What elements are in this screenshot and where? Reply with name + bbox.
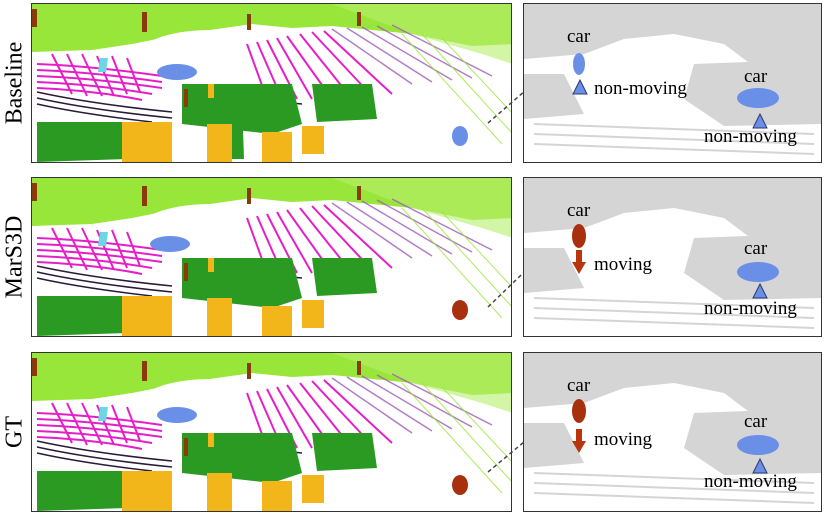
row-gt: GT xyxy=(0,352,828,512)
object1-class-label: car xyxy=(567,26,591,47)
zoom-point-cloud xyxy=(524,178,821,329)
non-moving-marker xyxy=(752,457,768,474)
zoom-panel: car moving car non-moving xyxy=(523,177,822,337)
object1-motion-label: moving xyxy=(594,429,653,450)
moving-marker xyxy=(572,250,586,274)
row-baseline: Baseline xyxy=(0,3,828,163)
car-points xyxy=(572,224,586,248)
object2-motion-label: non-moving xyxy=(704,298,797,319)
point-cloud-scene xyxy=(32,178,511,336)
zoom-panel: car non-moving car non-moving xyxy=(523,3,822,163)
object2-motion-label: non-moving xyxy=(704,126,797,147)
zoom-point-cloud xyxy=(524,353,821,504)
car-points xyxy=(737,262,779,282)
row-label: MarS3D xyxy=(1,215,28,299)
row-label: GT xyxy=(1,416,28,448)
object1-motion-label: non-moving xyxy=(594,78,687,99)
row-mars3d: MarS3D xyxy=(0,177,828,337)
car-points xyxy=(572,399,586,423)
object1-class-label: car xyxy=(567,200,591,221)
non-moving-marker xyxy=(752,282,768,299)
object2-motion-label: non-moving xyxy=(704,471,797,492)
object2-class-label: car xyxy=(744,411,768,432)
point-cloud-scene xyxy=(32,353,511,511)
moving-marker xyxy=(572,429,586,453)
object2-class-label: car xyxy=(744,66,768,87)
segmentation-panel xyxy=(31,177,512,337)
car-points xyxy=(737,435,779,455)
non-moving-marker xyxy=(572,78,588,95)
car-points xyxy=(737,88,779,108)
zoom-panel: car moving car non-moving xyxy=(523,352,822,512)
segmentation-panel xyxy=(31,3,512,163)
point-cloud-scene xyxy=(32,4,511,162)
object1-motion-label: moving xyxy=(594,254,653,275)
car-points xyxy=(573,53,585,75)
row-label: Baseline xyxy=(1,41,28,125)
zoom-point-cloud xyxy=(524,4,821,155)
segmentation-panel xyxy=(31,352,512,512)
non-moving-marker xyxy=(752,112,768,129)
object1-class-label: car xyxy=(567,375,591,396)
object2-class-label: car xyxy=(744,238,768,259)
